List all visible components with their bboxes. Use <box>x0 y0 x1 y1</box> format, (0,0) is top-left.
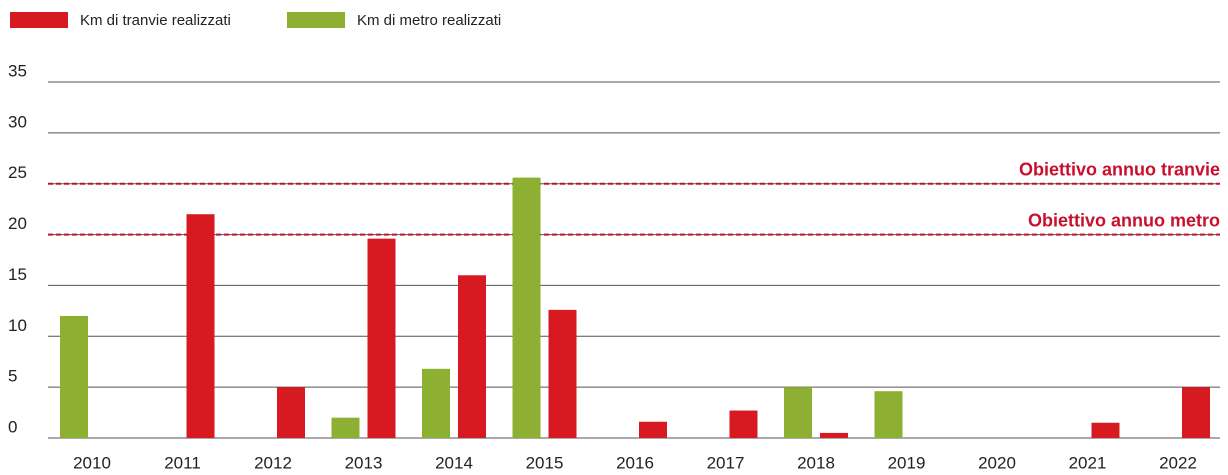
x-tick-label: 2011 <box>164 453 201 472</box>
y-tick-label: 25 <box>8 163 27 182</box>
bar <box>874 391 903 438</box>
x-tick-label: 2018 <box>797 453 835 472</box>
reference-label: Obiettivo annuo tranvie <box>1019 159 1220 179</box>
bar <box>784 387 812 438</box>
bar <box>639 421 667 438</box>
x-tick-label: 2021 <box>1069 453 1107 472</box>
y-tick-label: 0 <box>8 417 17 436</box>
bar <box>512 177 541 438</box>
x-tick-label: 2013 <box>345 453 383 472</box>
x-tick-label: 2020 <box>978 453 1016 472</box>
y-tick-label: 20 <box>8 214 27 233</box>
y-tick-label: 10 <box>8 316 27 335</box>
y-tick-label: 5 <box>8 367 17 386</box>
y-tick-label: 15 <box>8 265 27 284</box>
bar <box>186 214 215 438</box>
bar <box>422 368 450 438</box>
x-tick-label: 2010 <box>73 453 111 472</box>
legend-label: Km di tranvie realizzati <box>80 12 231 29</box>
y-tick-label: 35 <box>8 61 27 80</box>
x-tick-label: 2015 <box>526 453 564 472</box>
x-tick-label: 2016 <box>616 453 654 472</box>
legend-swatch <box>10 12 68 28</box>
bar <box>277 387 305 438</box>
bar <box>331 417 360 438</box>
bar <box>820 432 848 438</box>
bar <box>1091 422 1120 438</box>
bar <box>60 315 88 438</box>
x-tick-label: 2017 <box>707 453 745 472</box>
bar <box>729 410 758 438</box>
legend-swatch <box>287 12 345 28</box>
y-tick-label: 30 <box>8 112 27 131</box>
x-tick-label: 2019 <box>888 453 926 472</box>
legend-label: Km di metro realizzati <box>357 12 501 29</box>
x-tick-label: 2012 <box>254 453 292 472</box>
x-tick-label: 2022 <box>1159 453 1197 472</box>
bar <box>367 238 396 438</box>
bar <box>1182 387 1210 438</box>
bar <box>458 275 486 438</box>
x-tick-label: 2014 <box>435 453 473 472</box>
bar <box>548 309 577 438</box>
reference-label: Obiettivo annuo metro <box>1028 210 1220 230</box>
